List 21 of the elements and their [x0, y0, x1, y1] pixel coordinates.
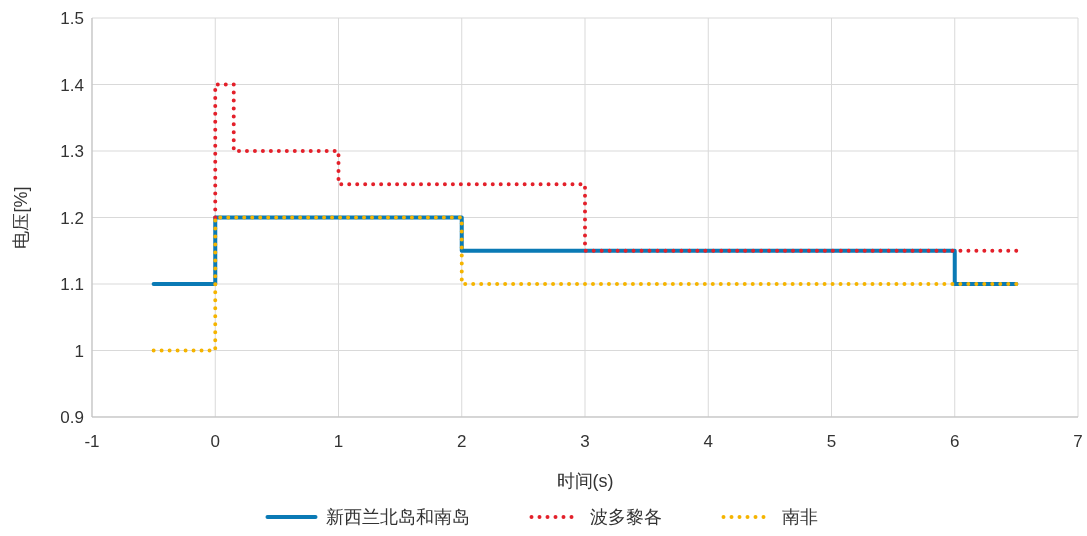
- x-tick-label: -1: [84, 432, 100, 451]
- y-axis-title: 电压[%]: [11, 186, 31, 249]
- legend-label: 新西兰北岛和南岛: [325, 507, 470, 527]
- x-tick-label: 5: [826, 432, 837, 451]
- y-tick-label: 0.9: [60, 408, 84, 427]
- y-tick-label: 1.4: [60, 75, 84, 95]
- x-tick-label: 4: [703, 432, 713, 451]
- y-tick-label: 1.1: [60, 275, 84, 294]
- y-tick-label: 1.2: [60, 208, 84, 228]
- y-tick-label: 1.5: [60, 9, 84, 28]
- x-tick-label: 1: [333, 432, 344, 451]
- x-tick-label: 7: [1073, 432, 1083, 451]
- x-tick-label: 3: [580, 432, 590, 451]
- legend-label: 波多黎各: [589, 507, 662, 527]
- x-tick-label: 0: [210, 432, 220, 451]
- y-tick-label: 1: [74, 341, 84, 361]
- x-axis-title: 时间(s): [556, 471, 614, 491]
- legend-label: 南非: [781, 507, 818, 527]
- x-tick-label: 2: [457, 432, 467, 451]
- y-tick-label: 1.3: [60, 142, 84, 161]
- x-tick-label: 6: [950, 432, 960, 451]
